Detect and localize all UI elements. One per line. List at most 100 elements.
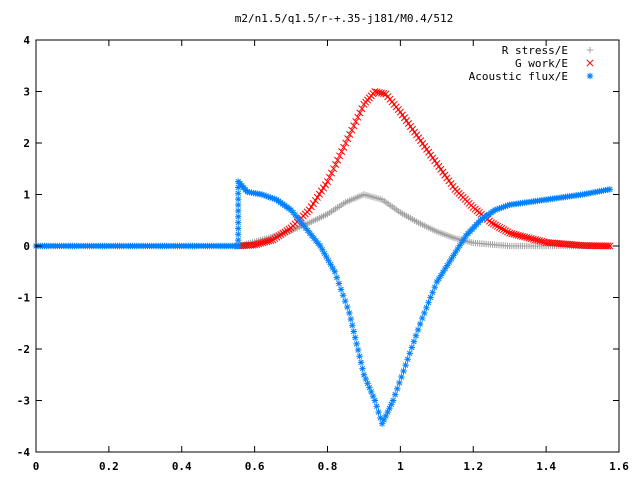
data-point — [330, 165, 338, 173]
data-point — [336, 152, 344, 160]
data-point — [337, 286, 345, 293]
data-point — [400, 367, 407, 375]
data-point — [235, 195, 242, 203]
data-point — [380, 90, 388, 98]
data-point — [606, 242, 614, 250]
data-point — [235, 231, 242, 238]
data-point — [414, 326, 422, 334]
data-point — [352, 117, 360, 126]
data-point — [340, 143, 348, 151]
data-point — [344, 135, 352, 143]
data-point — [341, 297, 349, 305]
data-point — [273, 233, 281, 241]
data-point — [398, 373, 405, 381]
data-point — [271, 234, 279, 243]
data-point — [325, 173, 334, 181]
data-point — [257, 239, 265, 247]
data-point — [327, 169, 336, 177]
data-point — [496, 223, 504, 231]
data-point — [259, 239, 267, 247]
data-point — [267, 236, 275, 244]
data-point — [408, 344, 416, 351]
data-point — [525, 234, 533, 242]
legend-label: R stress/E — [502, 44, 568, 57]
data-point — [331, 268, 338, 275]
data-point — [439, 268, 447, 276]
data-point — [346, 130, 354, 138]
data-point — [348, 126, 356, 134]
data-point — [351, 334, 359, 341]
axes: 0 0.2 0.4 0.6 0.8 1 1.2 1.4 1.6 4 3 2 1 0 -1 -2 -3 -4 — [17, 34, 630, 473]
data-point — [349, 322, 356, 329]
legend-label: Acoustic flux/E — [469, 70, 568, 83]
data-point — [235, 201, 242, 209]
data-point — [500, 226, 508, 234]
x-tick-label: 1.2 — [463, 460, 483, 473]
data-point — [323, 178, 332, 186]
y-tick-label: 2 — [23, 137, 30, 150]
legend-label: G work/E — [515, 57, 568, 70]
data-point — [321, 181, 330, 189]
data-point — [332, 160, 340, 169]
data-point — [371, 87, 379, 96]
data-point — [504, 228, 512, 236]
data-point — [235, 213, 242, 220]
series-1 — [234, 87, 614, 250]
data-point — [253, 240, 261, 248]
data-point — [356, 109, 364, 117]
data-point — [315, 190, 323, 198]
data-point — [375, 408, 382, 416]
data-point — [604, 242, 612, 250]
data-point — [255, 240, 263, 248]
data-point — [338, 148, 346, 156]
data-point — [512, 231, 520, 239]
data-point — [389, 397, 397, 404]
data-point — [307, 203, 315, 211]
data-point — [531, 236, 539, 244]
data-point — [235, 190, 242, 197]
y-tick-label: 0 — [23, 240, 30, 253]
data-point — [350, 328, 357, 335]
data-point — [275, 232, 283, 240]
data-point — [279, 229, 287, 237]
data-point — [359, 365, 366, 372]
data-point — [339, 292, 347, 299]
x-tick-label: 1 — [397, 460, 404, 473]
y-tick-label: -1 — [17, 292, 31, 305]
data-point — [429, 289, 436, 296]
data-point — [373, 403, 380, 410]
data-point — [358, 105, 366, 113]
data-point — [235, 242, 242, 250]
data-point — [305, 206, 313, 214]
data-point — [394, 385, 401, 392]
data-point — [377, 89, 385, 97]
data-point — [527, 235, 535, 243]
legend-marker — [586, 46, 594, 54]
data-point — [329, 264, 336, 272]
data-point — [454, 245, 461, 253]
data-point — [423, 304, 430, 311]
data-point — [277, 231, 285, 239]
data-point — [354, 346, 362, 354]
data-point — [309, 200, 317, 208]
data-point — [235, 207, 242, 215]
data-point — [251, 241, 259, 249]
data-point — [498, 224, 506, 233]
data-point — [311, 196, 319, 205]
data-point — [375, 88, 383, 97]
data-point — [516, 232, 524, 240]
data-point — [536, 237, 544, 245]
data-point — [235, 225, 242, 232]
data-point — [319, 184, 328, 192]
data-point — [235, 219, 242, 226]
data-point — [416, 320, 424, 328]
data-point — [406, 350, 413, 357]
y-tick-label: 1 — [23, 189, 30, 202]
data-point — [402, 361, 409, 369]
data-point — [285, 225, 293, 233]
x-tick-label: 0.4 — [172, 460, 192, 473]
data-point — [235, 236, 242, 244]
data-point — [404, 356, 411, 363]
